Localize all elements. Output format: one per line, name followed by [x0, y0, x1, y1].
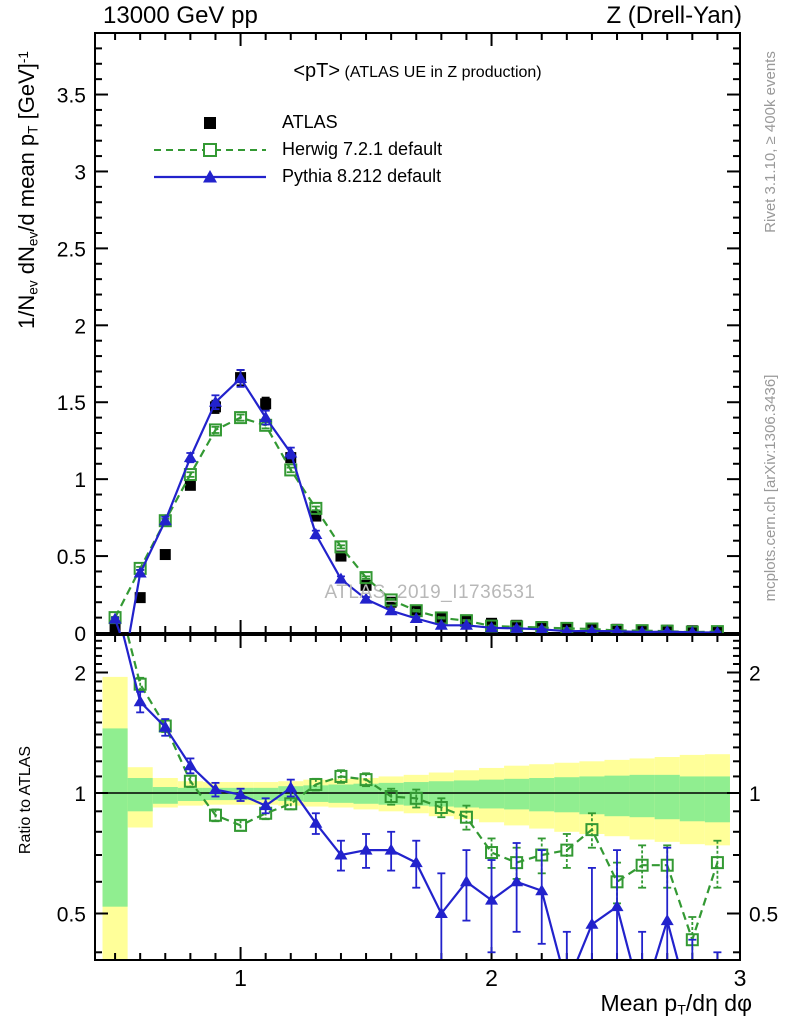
- svg-text:3.5: 3.5: [57, 85, 86, 108]
- svg-text:3: 3: [734, 965, 747, 991]
- analysis-id-watermark: ATLAS_2019_I1736531: [324, 582, 536, 603]
- uncertainty-bands: [102, 676, 730, 959]
- svg-text:3: 3: [74, 161, 86, 184]
- axis-ticks: [95, 33, 740, 960]
- legend-item-herwig: Herwig 7.2.1 default: [150, 136, 442, 163]
- svg-text:0.5: 0.5: [57, 546, 86, 569]
- svg-text:2: 2: [485, 965, 498, 991]
- svg-text:2: 2: [749, 662, 761, 685]
- svg-text:2: 2: [74, 315, 86, 338]
- x-axis-label: Mean pT/dη dφ: [600, 990, 752, 1019]
- legend-item-atlas: ATLAS: [150, 109, 442, 136]
- legend: ATLAS Herwig 7.2.1 default Pythia 8.212 …: [150, 109, 442, 190]
- ratio-axis-label: Ratio to ATLAS: [17, 745, 34, 855]
- svg-text:1.5: 1.5: [57, 392, 86, 415]
- svg-text:2: 2: [74, 662, 86, 685]
- legend-label: Pythia 8.212 default: [282, 166, 442, 186]
- mcplots-reference-note: mcplots.cern.ch [arXiv:1306.3436]: [762, 374, 779, 602]
- legend-label: Herwig 7.2.1 default: [282, 139, 443, 159]
- legend-label: ATLAS: [282, 112, 338, 132]
- svg-text:0.5: 0.5: [57, 904, 86, 927]
- legend-item-pythia: Pythia 8.212 default: [150, 163, 442, 190]
- pythia-marker-icon: [154, 169, 266, 182]
- svg-text:1: 1: [74, 783, 86, 806]
- ratio-herwig: [126, 636, 724, 959]
- atlas-marker-icon: [204, 116, 216, 129]
- beam-energy-title: 13000 GeV pp: [103, 2, 258, 29]
- ratio-pythia: [122, 636, 722, 959]
- svg-text:1: 1: [74, 469, 86, 492]
- svg-text:0.5: 0.5: [749, 904, 778, 927]
- herwig-marker-icon: [154, 142, 266, 157]
- svg-text:2.5: 2.5: [57, 238, 86, 261]
- series-pythia: [108, 369, 722, 633]
- plot-title: <pT> (ATLAS UE in Z production): [95, 60, 740, 83]
- ratio-panel-frame: [94, 634, 741, 961]
- analysis-name: (ATLAS UE in Z production): [344, 64, 542, 81]
- y-axis-label: 1/Nev dNev/d mean pT [GeV]-1: [14, 51, 41, 329]
- svg-text:1: 1: [234, 965, 247, 991]
- rivet-version-note: Rivet 3.1.10, ≥ 400k events: [762, 51, 779, 233]
- observable-name: <pT>: [293, 60, 341, 82]
- process-title: Z (Drell-Yan): [606, 2, 742, 29]
- main-panel-frame: [94, 32, 741, 634]
- svg-text:0: 0: [74, 623, 86, 646]
- svg-text:1: 1: [749, 783, 761, 806]
